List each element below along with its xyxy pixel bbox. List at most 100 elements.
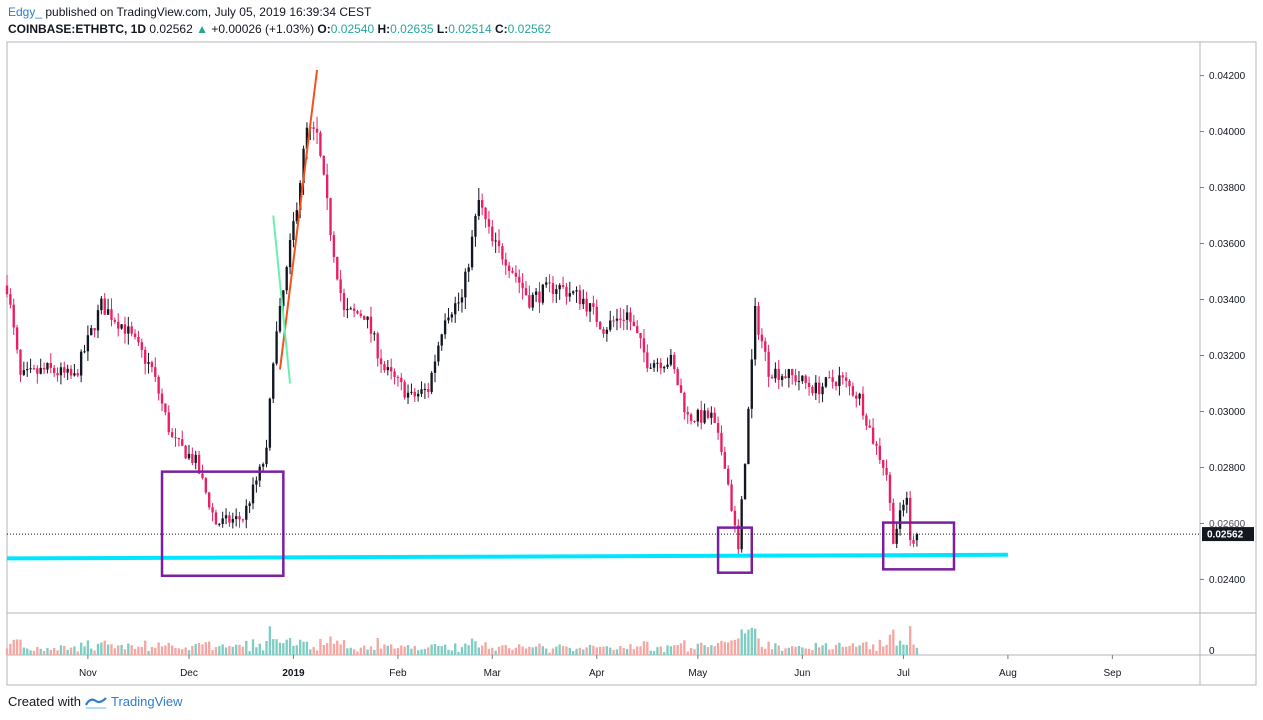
candle-body [693, 420, 696, 422]
volume-bar [477, 647, 480, 655]
volume-bar [339, 644, 342, 655]
price-change: +0.00026 (+1.03%) [211, 22, 315, 36]
volume-bar [5, 648, 9, 655]
volume-bar [366, 649, 369, 655]
candle-body [908, 497, 912, 540]
volume-bar [892, 629, 895, 655]
volume-bar [541, 646, 545, 655]
candle-body [875, 443, 878, 446]
candle-body [336, 256, 339, 280]
volume-bar [164, 645, 167, 655]
candle-body [811, 386, 814, 394]
volume-bar [861, 642, 865, 655]
y-tick-label: 0.03600 [1209, 239, 1246, 250]
volume-bar [460, 647, 464, 655]
candle-body [143, 349, 147, 364]
volume-bar [231, 646, 234, 655]
volume-bar [181, 649, 184, 655]
candle-body [100, 298, 103, 311]
candle-body [706, 410, 710, 418]
green-trendline[interactable] [272, 215, 292, 384]
candle-body [841, 375, 844, 378]
volume-bar [325, 643, 329, 655]
x-tick-label: Apr [589, 668, 605, 679]
candle-body [416, 393, 420, 397]
volume-bar [531, 647, 534, 655]
x-tick-label: Aug [999, 668, 1017, 679]
volume-bar [322, 645, 325, 655]
candle-body [598, 321, 602, 330]
candle-body [359, 313, 363, 316]
candle-body [255, 480, 258, 485]
volume-bar [794, 646, 797, 655]
tradingview-link[interactable]: TradingView [110, 694, 183, 709]
support-trendline[interactable] [6, 552, 1008, 561]
support-zone-box-1[interactable] [160, 470, 285, 578]
volume-bar [390, 644, 393, 655]
volume-bar [369, 646, 373, 655]
volume-bar [592, 645, 595, 655]
candle-body [184, 445, 187, 459]
support-zone-box-2[interactable] [716, 526, 754, 574]
y-tick-label: 0.04000 [1209, 127, 1246, 138]
symbol-name: COINBASE:ETHBTC, 1D [8, 22, 147, 36]
candle-body [787, 369, 791, 379]
volume-bar [821, 645, 824, 655]
volume-bar [292, 645, 295, 655]
candle-body [605, 329, 609, 334]
candle-body [915, 534, 919, 541]
candle-body [238, 516, 241, 520]
candle-body [824, 377, 828, 387]
volume-bar [352, 649, 356, 655]
candle-body [548, 282, 551, 284]
candle-body [625, 312, 629, 320]
candle-body [807, 382, 811, 387]
volume-bar [393, 648, 396, 655]
candle-body [521, 282, 524, 289]
candle-body [245, 505, 248, 520]
candle-body [673, 354, 676, 370]
volume-bar [427, 647, 430, 655]
candle-body [15, 327, 19, 350]
candle-body [322, 155, 325, 175]
orange-trendline[interactable] [278, 69, 319, 370]
candle-body [531, 294, 534, 308]
candle-body [194, 454, 197, 463]
candle-body [868, 425, 871, 428]
candle-body [902, 504, 905, 511]
volume-bar [110, 644, 113, 655]
candle-body [383, 364, 386, 371]
candle-body [636, 326, 639, 334]
volume-bar [649, 650, 652, 655]
x-tick-label: Feb [389, 668, 407, 679]
up-arrow-icon: ▲ [196, 22, 208, 36]
volume-bar [36, 646, 39, 655]
candle-body [780, 376, 784, 380]
volume-bar [534, 646, 538, 655]
volume-bar [723, 642, 727, 655]
volume-bar [63, 646, 66, 655]
volume-bar [363, 645, 366, 655]
candle-body [154, 367, 157, 377]
author-name[interactable]: Edgy_ [8, 5, 43, 19]
candle-body [59, 367, 63, 376]
volume-bar [619, 645, 622, 655]
candle-body [376, 333, 379, 359]
volume-bar [268, 626, 272, 655]
volume-bar [113, 648, 117, 655]
candle-body [22, 370, 26, 375]
candle-body [541, 284, 545, 303]
volume-bar [642, 641, 646, 655]
candle-body [211, 507, 214, 513]
volume-bar [791, 646, 794, 655]
candle-body [676, 369, 679, 386]
candle-body [888, 474, 892, 503]
volume-bar [278, 642, 282, 655]
volume-bar [700, 642, 703, 655]
volume-bar [838, 642, 841, 655]
volume-bar [598, 646, 602, 655]
candle-body [181, 439, 184, 446]
support-zone-box-3[interactable] [881, 521, 956, 571]
candle-body [288, 239, 292, 268]
